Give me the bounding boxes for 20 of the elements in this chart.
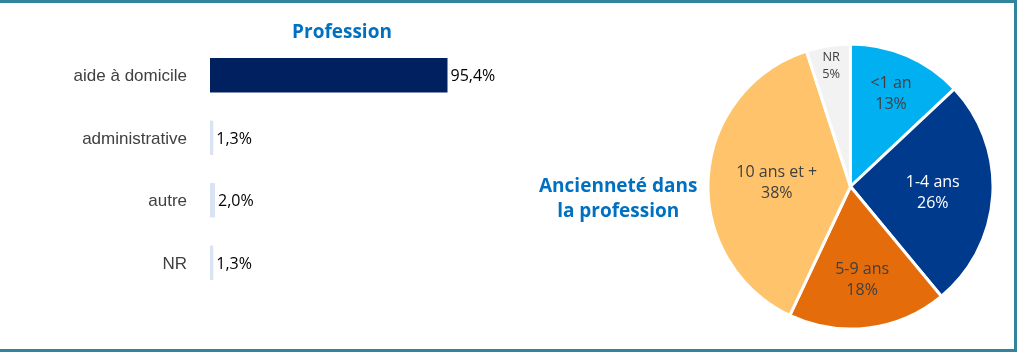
data-label: 18%: [846, 277, 878, 300]
data-label: 2,0%: [217, 189, 254, 212]
data-label: 26%: [916, 191, 949, 214]
chart-title: Profession: [292, 18, 392, 45]
y-tick-label: autre: [148, 191, 187, 211]
data-label: 1,3%: [216, 126, 252, 149]
y-tick-label: administrative: [82, 128, 187, 148]
text: Ancienneté dans la profession: [539, 172, 698, 223]
slice-label: 10 ans et +: [736, 160, 818, 183]
data-label: 1,3%: [216, 251, 252, 274]
data-label: 5%: [822, 63, 841, 82]
data-label: 38%: [761, 181, 793, 204]
slice-label: 5-9 ans: [835, 257, 890, 280]
slice-label: <1 an: [870, 71, 912, 94]
y-tick-label: aide à domicile: [73, 66, 187, 86]
slice-label: 1-4 ans: [905, 170, 960, 193]
y-tick-label: NR: [162, 253, 187, 273]
data-label: 13%: [875, 92, 907, 115]
data-label: 95,4%: [450, 64, 496, 87]
slice-label: NR: [822, 47, 841, 66]
